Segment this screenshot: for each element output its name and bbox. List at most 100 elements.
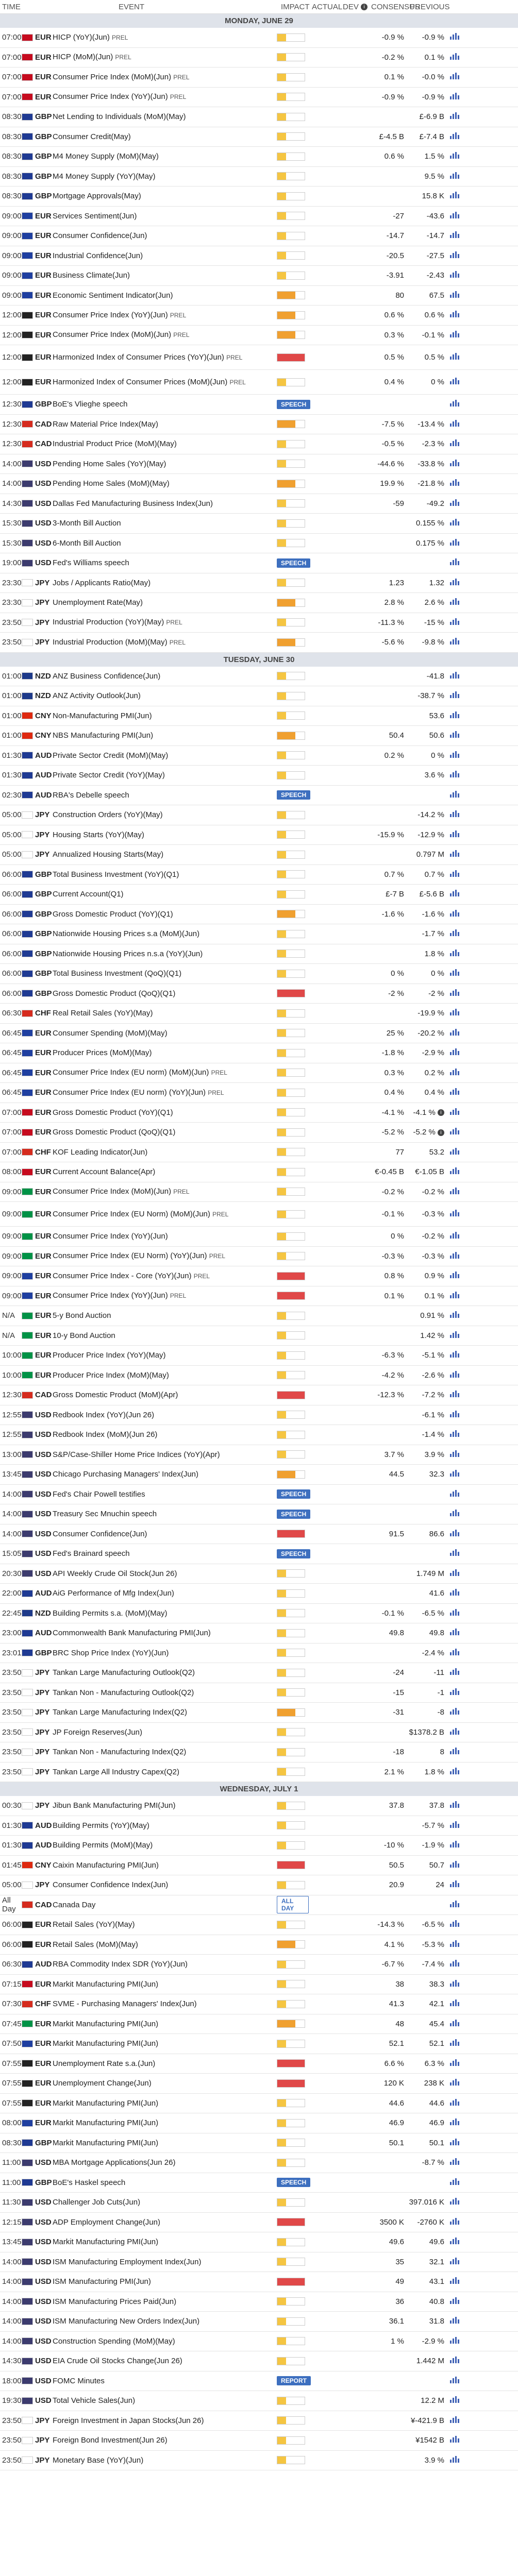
table-row[interactable]: 14:00 USD Fed's Chair Powell testifies SPEE… — [0, 1485, 518, 1504]
event-name[interactable]: Non-Manufacturing PMI(Jun) — [53, 711, 277, 720]
event-title[interactable]: Gross Domestic Product (YoY)(Q1) — [53, 909, 173, 919]
chart-icon[interactable] — [444, 1820, 465, 1832]
event-title[interactable]: Unemployment Rate(May) — [53, 598, 143, 607]
chart-icon[interactable] — [444, 730, 465, 741]
event-title[interactable]: NBS Manufacturing PMI(Jun) — [53, 731, 154, 740]
table-row[interactable]: 07:45 EUR Markit Manufacturing PMI(Jun) 48 4… — [0, 2014, 518, 2034]
chart-icon[interactable] — [444, 1587, 465, 1599]
event-name[interactable]: Consumer Price Index - Core (YoY)(Jun) P… — [53, 1272, 277, 1281]
table-row[interactable]: 11:00 USD MBA Mortgage Applications(Jun 26… — [0, 2153, 518, 2173]
table-row[interactable]: 09:00 EUR Consumer Price Index (YoY)(Jun) 0… — [0, 1227, 518, 1247]
event-title[interactable]: Nationwide Housing Prices n.s.a (YoY)(Ju… — [53, 949, 203, 958]
table-row[interactable]: 09:00 EUR Consumer Price Index (YoY)(Jun) … — [0, 1286, 518, 1306]
event-name[interactable]: Markit Manufacturing PMI(Jun) — [53, 2119, 277, 2127]
event-title[interactable]: JP Foreign Reserves(Jun) — [53, 1727, 142, 1737]
event-name[interactable]: HICP (YoY)(Jun) PREL — [53, 33, 277, 42]
table-row[interactable]: 12:15 USD ADP Employment Change(Jun) 3500 K… — [0, 2213, 518, 2232]
event-title[interactable]: Tankan Non - Manufacturing Index(Q2) — [53, 1748, 187, 1757]
chart-icon[interactable] — [444, 809, 465, 821]
chart-icon[interactable] — [444, 1047, 465, 1059]
event-title[interactable]: Retail Sales (MoM)(May) — [53, 1940, 138, 1949]
event-name[interactable]: Challenger Job Cuts(Jun) — [53, 2198, 277, 2207]
event-title[interactable]: Consumer Price Index (EU norm) (YoY)(Jun… — [53, 1088, 206, 1097]
table-row[interactable]: 12:00 EUR Harmonized Index of Consumer Pri… — [0, 370, 518, 395]
event-name[interactable]: ANZ Activity Outlook(Jun) — [53, 691, 277, 700]
table-row[interactable]: 12:30 CAD Industrial Product Price (MoM)(M… — [0, 434, 518, 454]
event-title[interactable]: Foreign Investment in Japan Stocks(Jun 2… — [53, 2416, 204, 2425]
event-title[interactable]: Retail Sales (YoY)(May) — [53, 1920, 135, 1929]
event-title[interactable]: Current Account Balance(Apr) — [53, 1167, 156, 1177]
event-name[interactable]: Current Account(Q1) — [53, 890, 277, 899]
event-title[interactable]: Consumer Price Index (EU norm) (MoM)(Jun… — [53, 1068, 209, 1077]
chart-icon[interactable] — [444, 458, 465, 470]
event-name[interactable]: RBA Commodity Index SDR (YoY)(Jun) — [53, 1960, 277, 1969]
event-title[interactable]: Industrial Product Price (MoM)(May) — [53, 439, 177, 449]
chart-icon[interactable] — [444, 52, 465, 63]
chart-icon[interactable] — [444, 2097, 465, 2109]
table-row[interactable]: 12:00 EUR Harmonized Index of Consumer Pri… — [0, 345, 518, 370]
table-row[interactable]: 13:00 USD S&P/Case-Shiller Home Price Indi… — [0, 1445, 518, 1465]
event-name[interactable]: Services Sentiment(Jun) — [53, 212, 277, 221]
chart-icon[interactable] — [444, 230, 465, 242]
table-row[interactable]: 01:00 NZD ANZ Business Confidence(Jun) -41.… — [0, 667, 518, 686]
event-title[interactable]: Industrial Production (YoY)(May) — [53, 618, 164, 627]
chart-icon[interactable] — [444, 1389, 465, 1401]
chart-icon[interactable] — [444, 418, 465, 430]
table-row[interactable]: 12:55 USD Redbook Index (YoY)(Jun 26) -6.1 … — [0, 1405, 518, 1425]
event-title[interactable]: Redbook Index (YoY)(Jun 26) — [53, 1410, 155, 1419]
table-row[interactable]: 01:00 NZD ANZ Activity Outlook(Jun) -38.7 % — [0, 686, 518, 706]
table-row[interactable]: 13:45 USD Chicago Purchasing Managers' Ind… — [0, 1465, 518, 1485]
chart-icon[interactable] — [444, 1369, 465, 1381]
event-name[interactable]: Jibun Bank Manufacturing PMI(Jun) — [53, 1801, 277, 1810]
event-name[interactable]: 6-Month Bill Auction — [53, 539, 277, 548]
table-row[interactable]: 14:00 USD Treasury Sec Mnuchin speech SPEEC… — [0, 1504, 518, 1524]
event-name[interactable]: Redbook Index (YoY)(Jun 26) — [53, 1411, 277, 1419]
table-row[interactable]: 07:55 EUR Unemployment Rate s.a.(Jun) 6.6 %… — [0, 2054, 518, 2074]
chart-icon[interactable] — [444, 1800, 465, 1811]
chart-icon[interactable] — [444, 636, 465, 648]
event-title[interactable]: Private Sector Credit (MoM)(May) — [53, 751, 169, 760]
event-title[interactable]: Redbook Index (MoM)(Jun 26) — [53, 1430, 158, 1439]
table-row[interactable]: 10:00 EUR Producer Price Index (MoM)(May) -… — [0, 1366, 518, 1385]
event-title[interactable]: Consumer Confidence Index(Jun) — [53, 1880, 169, 1890]
event-name[interactable]: Retail Sales (MoM)(May) — [53, 1940, 277, 1949]
event-title[interactable]: Monetary Base (YoY)(Jun) — [53, 2455, 144, 2465]
chart-icon[interactable] — [444, 1087, 465, 1098]
event-title[interactable]: Markit Manufacturing PMI(Jun) — [53, 2019, 159, 2028]
event-title[interactable]: Markit Manufacturing PMI(Jun) — [53, 2238, 159, 2247]
event-name[interactable]: Net Lending to Individuals (MoM)(May) — [53, 112, 277, 121]
event-title[interactable]: AiG Performance of Mfg Index(Jun) — [53, 1589, 174, 1598]
chart-icon[interactable] — [444, 2117, 465, 2129]
table-row[interactable]: 07:00 EUR Gross Domestic Product (YoY)(Q1)… — [0, 1103, 518, 1123]
info-icon[interactable]: i — [438, 1109, 444, 1116]
table-row[interactable]: 12:00 EUR Consumer Price Index (MoM)(Jun) … — [0, 326, 518, 345]
table-row[interactable]: 06:00 EUR Retail Sales (MoM)(May) 4.1 % -5.3… — [0, 1935, 518, 1955]
table-row[interactable]: 07:30 CHF SVME - Purchasing Managers' Inde… — [0, 1994, 518, 2014]
table-row[interactable]: 09:00 EUR Business Climate(Jun) -3.91 -2.43 — [0, 266, 518, 286]
table-row[interactable]: 06:00 EUR Retail Sales (YoY)(May) -14.3 % -6… — [0, 1915, 518, 1935]
table-row[interactable]: 11:00 GBP BoE's Haskel speech SPEECH — [0, 2173, 518, 2193]
chart-icon[interactable] — [444, 1978, 465, 1990]
event-name[interactable]: 3-Month Bill Auction — [53, 519, 277, 528]
table-row[interactable]: 06:00 GBP Gross Domestic Product (YoY)(Q1)… — [0, 905, 518, 924]
table-row[interactable]: N/A EUR 10-y Bond Auction 1.42 % — [0, 1326, 518, 1346]
event-name[interactable]: Consumer Confidence(Jun) — [53, 1530, 277, 1538]
chart-icon[interactable] — [444, 710, 465, 722]
table-row[interactable]: 10:00 EUR Producer Price Index (YoY)(May) -… — [0, 1346, 518, 1366]
table-row[interactable]: 08:30 GBP Net Lending to Individuals (MoM)… — [0, 107, 518, 127]
chart-icon[interactable] — [444, 2038, 465, 2049]
event-name[interactable]: M4 Money Supply (YoY)(May) — [53, 172, 277, 181]
event-name[interactable]: Pending Home Sales (MoM)(May) — [53, 479, 277, 488]
table-row[interactable]: 23:50 JPY Tankan Large Manufacturing Outlo… — [0, 1663, 518, 1683]
chart-icon[interactable] — [444, 1528, 465, 1540]
event-title[interactable]: Markit Manufacturing PMI(Jun) — [53, 2119, 159, 2128]
chart-icon[interactable] — [444, 171, 465, 182]
event-name[interactable]: Harmonized Index of Consumer Prices (MoM… — [53, 378, 277, 387]
table-row[interactable]: 23:30 JPY Jobs / Applicants Ratio(May) 1.23… — [0, 573, 518, 593]
event-name[interactable]: Tankan Large All Industry Capex(Q2) — [53, 1768, 277, 1776]
event-title[interactable]: BRC Shop Price Index (YoY)(Jun) — [53, 1648, 169, 1657]
table-row[interactable]: 19:30 USD Total Vehicle Sales(Jun) 12.2 M — [0, 2391, 518, 2411]
event-name[interactable]: Industrial Production (MoM)(May) PREL — [53, 638, 277, 647]
chart-icon[interactable] — [444, 1310, 465, 1321]
table-row[interactable]: 07:55 EUR Unemployment Change(Jun) 120 K 238… — [0, 2074, 518, 2094]
